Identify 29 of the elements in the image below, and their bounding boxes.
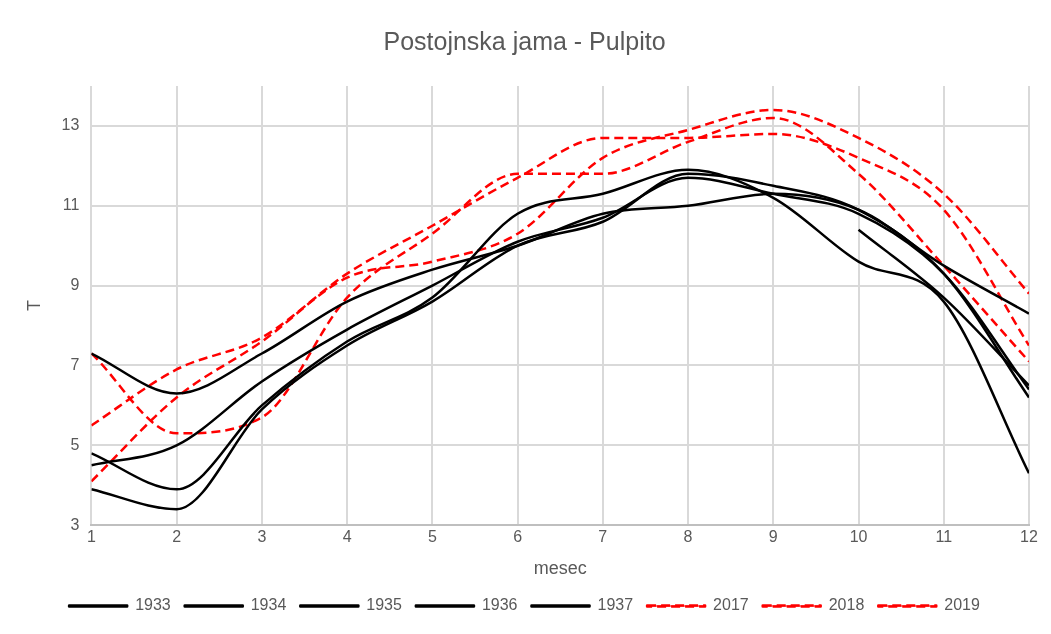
y-tick-label: 3 bbox=[70, 515, 80, 533]
y-axis-title: T bbox=[23, 300, 44, 312]
x-axis-title: mesec bbox=[533, 558, 587, 579]
y-tick-label: 13 bbox=[61, 116, 80, 134]
x-tick-label: 1 bbox=[86, 528, 96, 546]
x-tick-label: 10 bbox=[849, 528, 868, 546]
legend-label: 2019 bbox=[944, 596, 980, 614]
x-tick-label: 3 bbox=[257, 528, 267, 546]
y-tick-label: 5 bbox=[70, 435, 80, 453]
legend-label: 1936 bbox=[481, 596, 518, 614]
x-tick-label: 2 bbox=[172, 528, 182, 546]
x-tick-label: 6 bbox=[513, 528, 523, 546]
y-tick-label: 9 bbox=[70, 276, 80, 294]
x-tick-label: 8 bbox=[683, 528, 693, 546]
y-tick-label: 7 bbox=[70, 355, 80, 373]
x-tick-label: 5 bbox=[427, 528, 437, 546]
legend-label: 1937 bbox=[597, 596, 634, 614]
legend-label: 1934 bbox=[250, 596, 287, 614]
x-tick-label: 7 bbox=[598, 528, 608, 546]
y-tick-label: 11 bbox=[62, 196, 80, 214]
x-tick-label: 4 bbox=[342, 528, 352, 546]
chart-title: Postojnska jama - Pulpito bbox=[383, 26, 666, 55]
x-tick-label: 9 bbox=[768, 528, 778, 546]
x-tick-label: 11 bbox=[935, 528, 953, 546]
x-tick-label: 12 bbox=[1020, 528, 1038, 546]
legend-label: 1933 bbox=[135, 596, 171, 614]
legend-label: 1935 bbox=[366, 596, 403, 614]
legend-label: 2017 bbox=[713, 596, 749, 614]
legend-label: 2018 bbox=[828, 596, 865, 614]
